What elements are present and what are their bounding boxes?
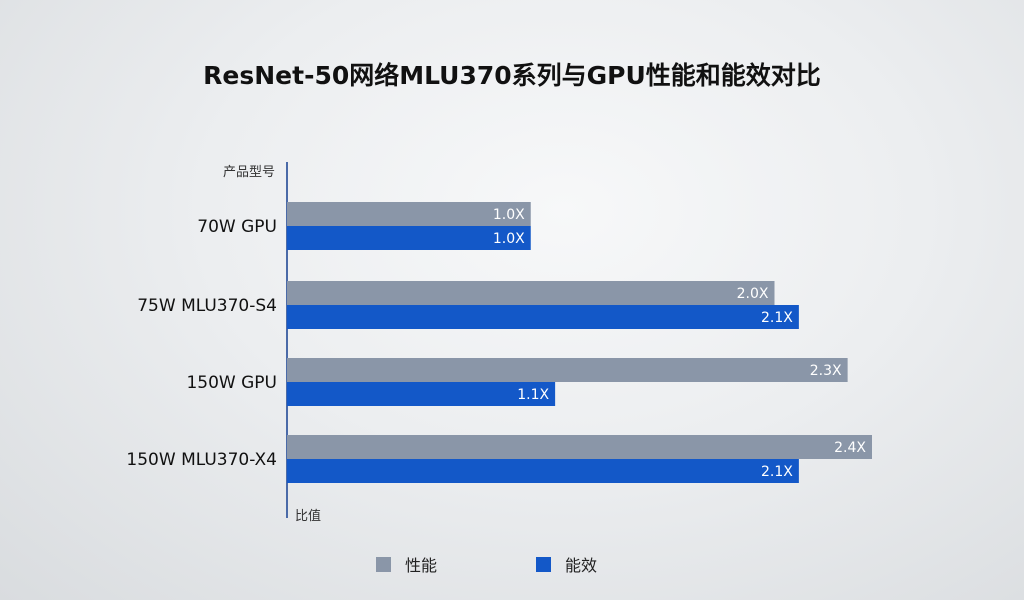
legend: 性能 能效	[0, 552, 1024, 576]
category-label: 70W GPU	[197, 217, 277, 237]
data-label: 2.1X	[761, 310, 793, 326]
legend-swatch-efficiency	[536, 556, 551, 572]
category-label: 75W MLU370-S4	[137, 296, 277, 316]
bar	[287, 459, 799, 483]
x-axis-title: 比值	[295, 508, 321, 524]
bar	[287, 202, 531, 226]
y-axis-title: 产品型号	[223, 165, 275, 180]
legend-item-efficiency: 能效	[536, 552, 597, 576]
bar	[287, 226, 531, 250]
data-label: 2.3X	[810, 363, 842, 379]
legend-label-efficiency: 能效	[565, 556, 598, 575]
bar	[287, 281, 775, 305]
chart-title: ResNet-50网络MLU370系列与GPU性能和能效对比	[203, 61, 821, 90]
legend-item-performance: 性能	[376, 552, 437, 576]
category-label: 150W GPU	[186, 373, 277, 393]
data-label: 2.1X	[761, 464, 793, 480]
legend-swatch-performance	[376, 556, 391, 572]
category-label: 150W MLU370-X4	[126, 450, 277, 470]
data-label: 1.0X	[493, 207, 525, 223]
bar	[287, 358, 848, 382]
bar	[287, 435, 872, 459]
bar	[287, 305, 799, 329]
legend-label-performance: 性能	[405, 556, 438, 575]
data-label: 2.0X	[737, 286, 769, 302]
data-label: 1.0X	[493, 231, 525, 247]
data-label: 2.4X	[834, 440, 866, 456]
bar	[287, 382, 556, 406]
data-label: 1.1X	[517, 387, 549, 403]
